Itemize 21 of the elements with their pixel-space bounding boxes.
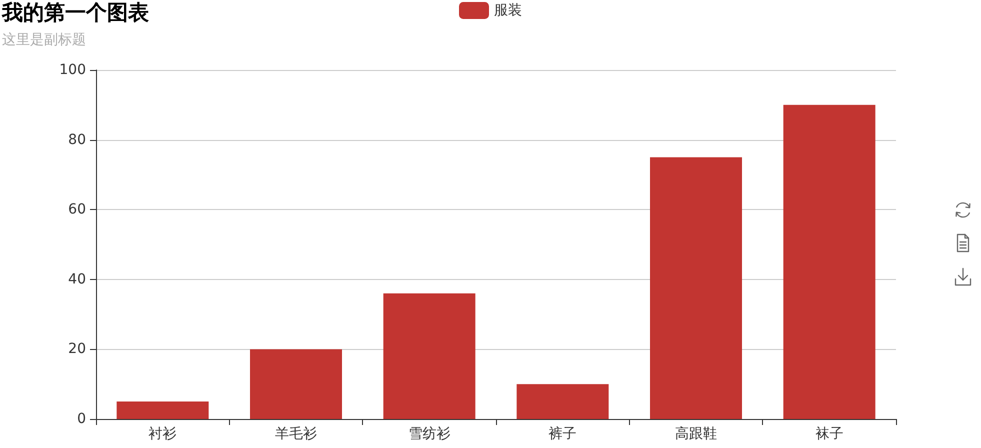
y-tick-label: 100 [59, 62, 86, 78]
x-tick-label: 裤子 [548, 426, 577, 442]
x-tick-label: 袜子 [815, 426, 844, 442]
y-tick-label: 20 [68, 341, 86, 358]
bar [250, 349, 342, 419]
bar [116, 402, 209, 419]
chart-title: 我的第一个图表 [1, 0, 149, 24]
chart-subtitle: 这里是副标题 [2, 32, 86, 48]
y-tick-label: 60 [68, 202, 86, 218]
y-tick-label: 40 [68, 271, 86, 288]
x-tick-label: 羊毛衫 [275, 426, 317, 442]
y-tick-label: 80 [68, 132, 86, 148]
x-tick-label: 雪纺衫 [408, 426, 450, 442]
bar [383, 293, 476, 419]
bar [783, 104, 876, 419]
y-tick-label: 0 [77, 411, 86, 427]
x-tick-label: 高跟鞋 [675, 426, 717, 442]
bar [516, 384, 609, 419]
legend-label: 服装 [494, 2, 522, 18]
x-tick-label: 衬衫 [148, 426, 177, 442]
bar [650, 157, 742, 419]
